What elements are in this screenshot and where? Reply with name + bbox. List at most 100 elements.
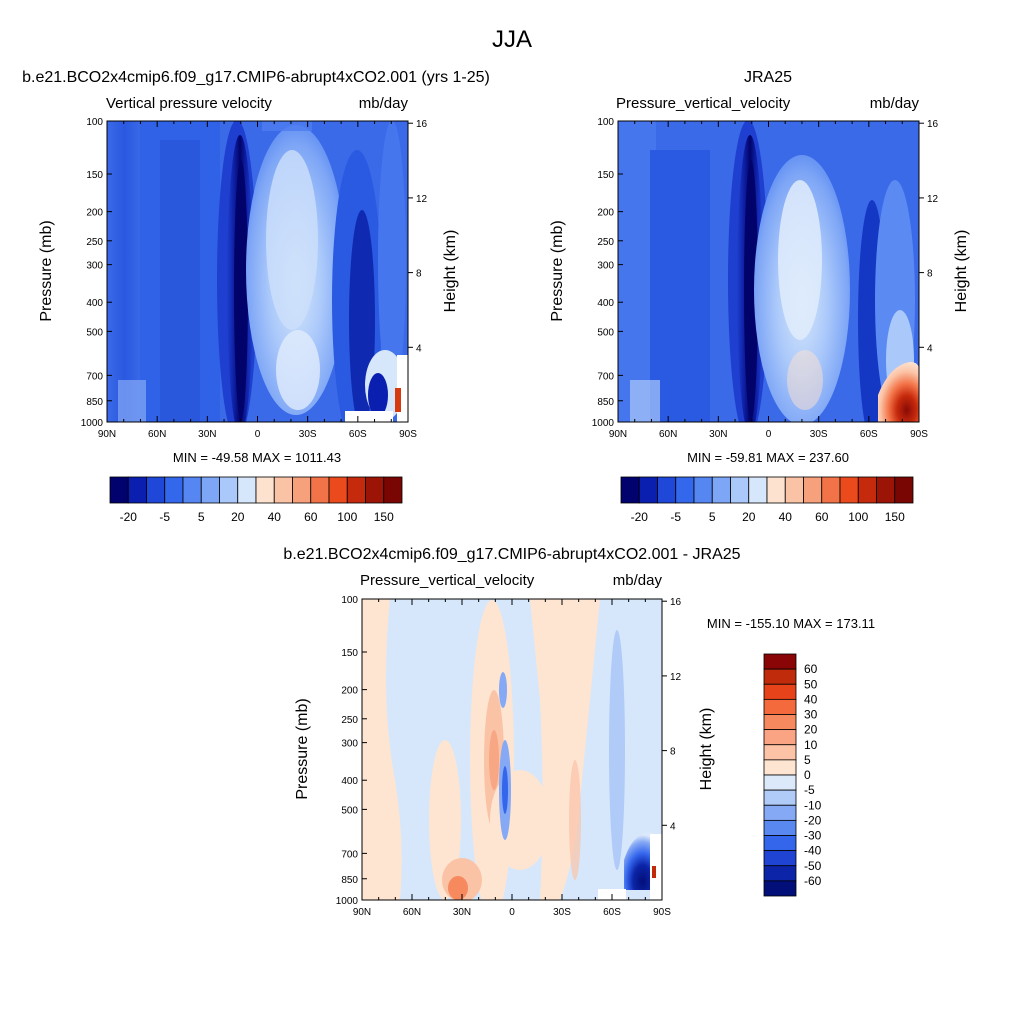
colorbar-swatch — [620, 476, 640, 504]
colorbar-swatch — [763, 819, 797, 836]
y-tick-label: 850 — [86, 397, 103, 408]
colorbar-swatch — [763, 698, 797, 715]
y2-tick-label: 4 — [927, 343, 933, 354]
colorbar-swatch — [237, 476, 257, 504]
colorbar-swatch — [346, 476, 366, 504]
colorbar-label: 5 — [198, 510, 205, 524]
colorbar-label: 5 — [804, 753, 811, 767]
y-tick-label: 150 — [341, 648, 358, 659]
colorbar-swatch — [763, 835, 797, 852]
min-max-stats: MIN = -49.58 MAX = 1011.43 — [173, 450, 341, 465]
y-axis-label: Pressure (mb) — [38, 220, 55, 321]
x-tick-label: 90S — [910, 429, 928, 440]
x-tick-label: 90N — [98, 429, 116, 440]
colorbar-swatch — [763, 729, 797, 746]
colorbar-swatch — [763, 880, 797, 897]
colorbar-swatch — [310, 476, 330, 504]
colorbar-swatch — [182, 476, 202, 504]
colorbar-label: 30 — [804, 708, 818, 722]
panel-reanalysis: JRA25 Pressure_vertical_velocity mb/day … — [549, 69, 970, 524]
colorbar-swatch — [763, 804, 797, 821]
colorbar-swatch — [109, 476, 129, 504]
colorbar-swatch — [219, 476, 239, 504]
y-tick-label: 150 — [86, 170, 103, 181]
x-tick-label: 30N — [453, 907, 471, 918]
contour-field — [362, 599, 662, 900]
y2-tick-label: 8 — [927, 269, 933, 280]
axes: 100 150 200 250 300 400 500 700 850 1000 16 12 8 4 90N… — [592, 117, 939, 440]
x-tick-label: 0 — [509, 907, 515, 918]
y-tick-label: 100 — [86, 117, 103, 128]
colorbar-label: 60 — [304, 510, 318, 524]
y-tick-label: 1000 — [592, 418, 615, 429]
x-tick-label: 30N — [709, 429, 727, 440]
y-tick-label: 300 — [597, 261, 614, 272]
colorbar-swatch — [146, 476, 166, 504]
colorbar-label: 20 — [742, 510, 756, 524]
colorbar-swatch — [328, 476, 348, 504]
axes: 100 150 200 250 300 400 500 700 850 1000 16 12 8 4 90N… — [336, 595, 682, 918]
colorbar-swatch — [638, 476, 658, 504]
colorbar-label: -5 — [159, 510, 170, 524]
y2-axis-label: Height (km) — [698, 708, 715, 791]
y-tick-label: 500 — [597, 327, 614, 338]
x-tick-label: 0 — [766, 429, 772, 440]
panel-subtitle-left: Pressure_vertical_velocity — [616, 95, 791, 112]
y-tick-label: 1000 — [81, 418, 104, 429]
y-tick-label: 100 — [341, 595, 358, 606]
colorbar-swatch — [876, 476, 896, 504]
x-tick-label: 30N — [198, 429, 216, 440]
colorbar-label: -10 — [804, 798, 822, 812]
y2-tick-label: 12 — [416, 194, 428, 205]
colorbar-label: -5 — [670, 510, 681, 524]
y-tick-label: 400 — [341, 776, 358, 787]
contour-field — [618, 121, 919, 422]
colorbar-label: 100 — [848, 510, 868, 524]
x-tick-label: 60N — [659, 429, 677, 440]
x-tick-label: 90S — [653, 907, 671, 918]
colorbar: -20 -5 5 20 40 60 100 150 — [620, 476, 914, 524]
colorbar-swatch — [839, 476, 859, 504]
y-tick-label: 250 — [341, 715, 358, 726]
y-tick-label: 1000 — [336, 896, 359, 907]
colorbar-swatch — [164, 476, 184, 504]
colorbar-swatch — [763, 850, 797, 867]
colorbar-swatch — [821, 476, 841, 504]
colorbar-label: -20 — [631, 510, 649, 524]
colorbar-swatch — [675, 476, 695, 504]
colorbar-swatch — [365, 476, 385, 504]
y-tick-label: 200 — [86, 208, 103, 219]
colorbar-swatch — [763, 668, 797, 685]
panel-model: b.e21.BCO2x4cmip6.f09_g17.CMIP6-abrupt4x… — [22, 69, 490, 524]
colorbar-label: 60 — [815, 510, 829, 524]
colorbar-label: 150 — [885, 510, 905, 524]
colorbar-swatch — [784, 476, 804, 504]
x-tick-label: 30S — [299, 429, 317, 440]
colorbar-swatch — [763, 683, 797, 700]
colorbar-swatch — [711, 476, 731, 504]
colorbar-label: 40 — [268, 510, 282, 524]
panel-subtitle-right: mb/day — [870, 95, 920, 112]
x-tick-label: 0 — [255, 429, 261, 440]
colorbar-label: 20 — [804, 723, 818, 737]
y2-tick-label: 12 — [670, 672, 682, 683]
x-tick-label: 60S — [603, 907, 621, 918]
colorbar-swatch — [763, 744, 797, 761]
y-tick-label: 400 — [86, 298, 103, 309]
x-tick-label: 60S — [349, 429, 367, 440]
page-title: JJA — [492, 26, 532, 53]
y-tick-label: 700 — [86, 371, 103, 382]
colorbar-swatch — [292, 476, 312, 504]
y2-tick-label: 8 — [670, 747, 676, 758]
colorbar-swatch — [803, 476, 823, 504]
y-tick-label: 250 — [597, 237, 614, 248]
x-tick-label: 90S — [399, 429, 417, 440]
colorbar-label: -5 — [804, 783, 815, 797]
y-tick-label: 200 — [341, 686, 358, 697]
panel-title: b.e21.BCO2x4cmip6.f09_g17.CMIP6-abrupt4x… — [22, 69, 490, 86]
colorbar-label: -60 — [804, 874, 822, 888]
x-tick-label: 60N — [148, 429, 166, 440]
colorbar-label: 0 — [804, 768, 811, 782]
